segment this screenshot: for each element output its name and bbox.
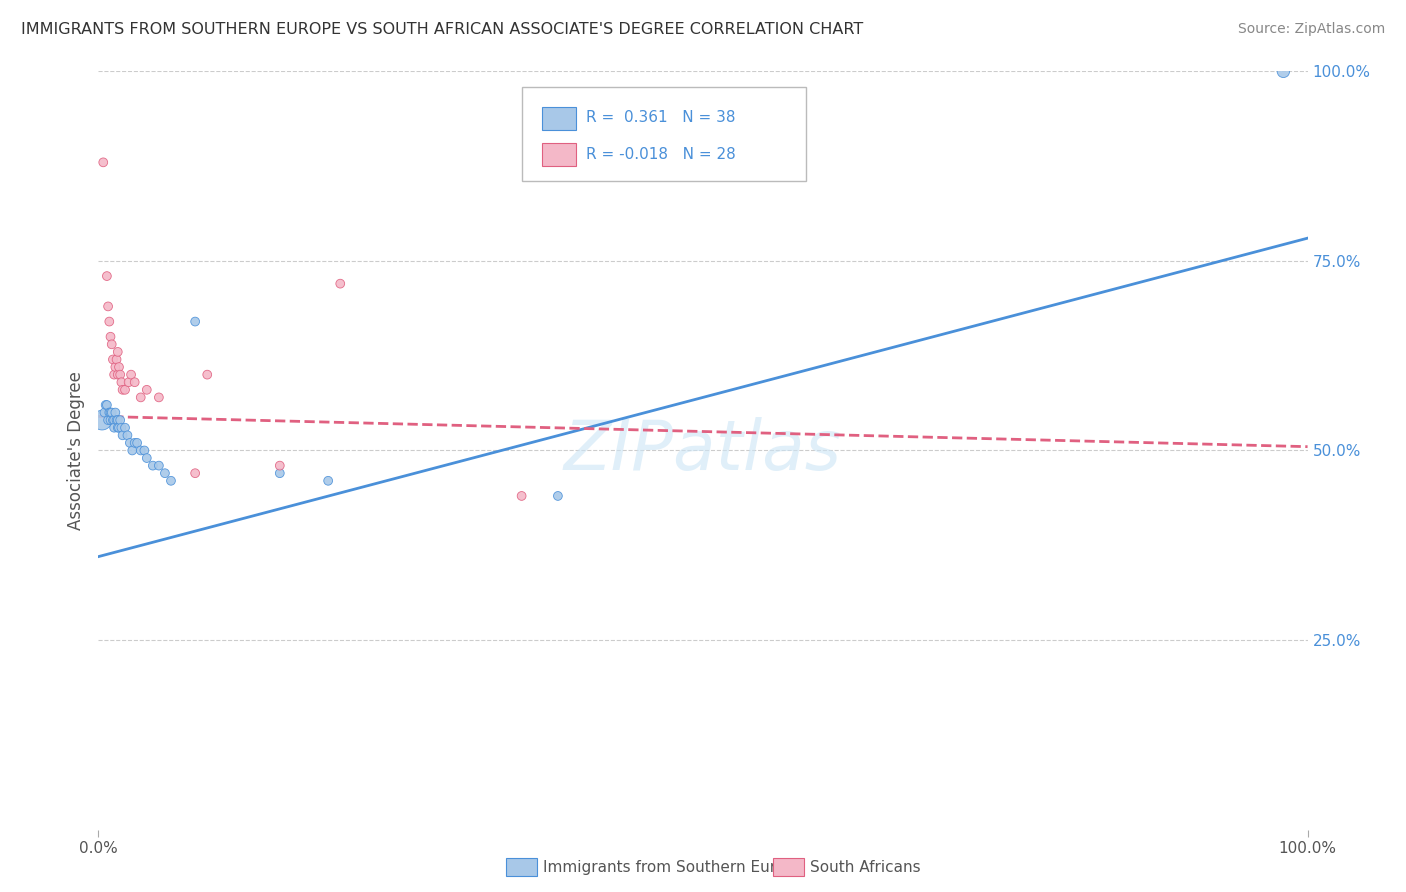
Point [135,383,157,397]
Point [114,421,136,435]
Point [100,405,122,420]
FancyBboxPatch shape [543,144,576,166]
Text: Immigrants from Southern Europe: Immigrants from Southern Europe [543,861,804,875]
Point [100,405,122,420]
Point [98,405,121,420]
Point [129,391,152,405]
Text: ZIPatlas: ZIPatlas [564,417,842,484]
Point [96,398,118,412]
Point [160,474,183,488]
Point [121,443,143,458]
Point [108,359,131,375]
Point [110,421,132,435]
Point [100,337,122,351]
Point [105,352,128,367]
Point [129,443,152,458]
Point [96,269,118,284]
Point [117,428,139,442]
Point [142,458,165,473]
Point [184,467,207,481]
Point [195,368,218,382]
Point [107,344,129,359]
Point [93,405,115,420]
Point [101,352,124,367]
Text: South Africans: South Africans [810,861,921,875]
Point [105,413,128,427]
Point [91,413,114,427]
Point [148,458,170,473]
Point [1272,64,1295,78]
Point [104,359,127,375]
Point [184,314,207,328]
Point [120,368,142,382]
Point [108,368,131,382]
Point [316,474,339,488]
Point [103,368,125,382]
Point [118,436,141,450]
Point [124,436,146,450]
Point [107,413,129,427]
Point [269,458,291,473]
Y-axis label: Associate's Degree: Associate's Degree [66,371,84,530]
Point [97,300,120,314]
Point [94,398,117,412]
Text: R = -0.018   N = 28: R = -0.018 N = 28 [586,147,735,162]
Point [269,467,291,481]
Point [111,383,134,397]
Point [97,413,120,427]
Point [114,383,136,397]
Point [103,413,125,427]
Point [103,421,125,435]
Text: R =  0.361   N = 38: R = 0.361 N = 38 [586,110,735,125]
FancyBboxPatch shape [543,107,576,129]
Point [107,421,129,435]
FancyBboxPatch shape [522,87,806,181]
Text: IMMIGRANTS FROM SOUTHERN EUROPE VS SOUTH AFRICAN ASSOCIATE'S DEGREE CORRELATION : IMMIGRANTS FROM SOUTHERN EUROPE VS SOUTH… [21,22,863,37]
Point [100,330,122,344]
Point [110,376,132,390]
Point [107,368,129,382]
Point [101,413,124,427]
Point [91,155,114,169]
Text: Source: ZipAtlas.com: Source: ZipAtlas.com [1237,22,1385,37]
Point [134,443,156,458]
Point [118,376,141,390]
Point [510,489,533,503]
Point [124,376,146,390]
Point [108,421,131,435]
Point [100,413,122,427]
Point [111,428,134,442]
Point [127,436,149,450]
Point [153,467,176,481]
Point [135,451,157,466]
Point [108,413,131,427]
Point [104,405,127,420]
Point [98,314,121,328]
Point [329,277,352,291]
Point [547,489,569,503]
Point [148,391,170,405]
